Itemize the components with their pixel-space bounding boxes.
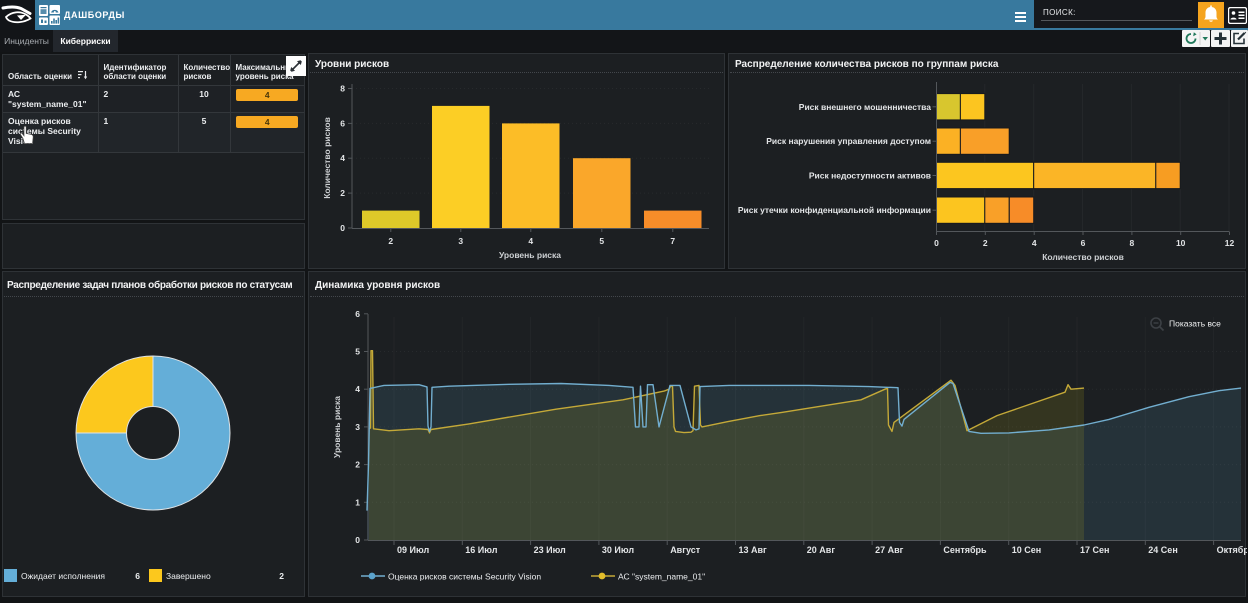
svg-text:Риск утечки конфиденциальной и: Риск утечки конфиденциальной информации <box>738 205 931 215</box>
svg-text:4: 4 <box>528 236 533 246</box>
svg-text:АС "system_name_01": АС "system_name_01" <box>618 572 705 582</box>
svg-text:09 Июл: 09 Июл <box>397 545 429 555</box>
svg-text:Оценка рисков системы Security: Оценка рисков системы Security Vision <box>388 572 541 582</box>
svg-text:8: 8 <box>340 84 345 94</box>
svg-text:5: 5 <box>599 236 604 246</box>
svg-text:6: 6 <box>1081 238 1086 248</box>
svg-text:Показать все: Показать все <box>1169 319 1221 329</box>
svg-text:6: 6 <box>135 571 140 581</box>
svg-text:13 Авг: 13 Авг <box>739 545 768 555</box>
svg-text:Риск недоступности активов: Риск недоступности активов <box>809 171 931 181</box>
svg-text:4: 4 <box>340 153 345 163</box>
svg-text:10 Сен: 10 Сен <box>1012 545 1041 555</box>
svg-text:7: 7 <box>670 236 675 246</box>
svg-text:24 Сен: 24 Сен <box>1148 545 1177 555</box>
svg-text:3: 3 <box>458 236 463 246</box>
svg-text:23 Июл: 23 Июл <box>534 545 566 555</box>
svg-text:20 Авг: 20 Авг <box>807 545 836 555</box>
svg-text:Количество рисков: Количество рисков <box>322 117 332 199</box>
svg-text:6: 6 <box>340 118 345 128</box>
svg-text:4: 4 <box>355 384 360 394</box>
svg-text:6: 6 <box>355 309 360 319</box>
svg-text:Октябрь: Октябрь <box>1217 545 1247 555</box>
svg-text:10: 10 <box>1176 238 1186 248</box>
svg-text:5: 5 <box>355 347 360 357</box>
svg-text:2: 2 <box>388 236 393 246</box>
svg-text:Риск нарушения управления дост: Риск нарушения управления доступом <box>766 136 931 146</box>
svg-text:12: 12 <box>1225 238 1235 248</box>
svg-text:4: 4 <box>1032 238 1037 248</box>
svg-text:2: 2 <box>355 460 360 470</box>
svg-text:8: 8 <box>1130 238 1135 248</box>
svg-text:Ожидает исполнения: Ожидает исполнения <box>21 571 105 581</box>
svg-text:Сентябрь: Сентябрь <box>943 545 987 555</box>
svg-text:2: 2 <box>279 571 284 581</box>
svg-text:2: 2 <box>340 188 345 198</box>
svg-text:27 Авг: 27 Авг <box>875 545 904 555</box>
svg-text:17 Сен: 17 Сен <box>1080 545 1109 555</box>
svg-text:1: 1 <box>355 497 360 507</box>
svg-text:16 Июл: 16 Июл <box>465 545 497 555</box>
svg-text:2: 2 <box>983 238 988 248</box>
svg-text:Уровень риска: Уровень риска <box>499 250 561 260</box>
svg-text:Уровень риска: Уровень риска <box>332 396 342 458</box>
svg-text:30 Июл: 30 Июл <box>602 545 634 555</box>
svg-text:0: 0 <box>340 223 345 233</box>
svg-text:Количество рисков: Количество рисков <box>1042 252 1124 262</box>
svg-text:Август: Август <box>670 545 701 555</box>
svg-text:0: 0 <box>355 535 360 545</box>
svg-text:0: 0 <box>934 238 939 248</box>
svg-text:Завершено: Завершено <box>166 571 211 581</box>
svg-text:3: 3 <box>355 422 360 432</box>
svg-text:Риск внешнего мошенничества: Риск внешнего мошенничества <box>799 102 931 112</box>
